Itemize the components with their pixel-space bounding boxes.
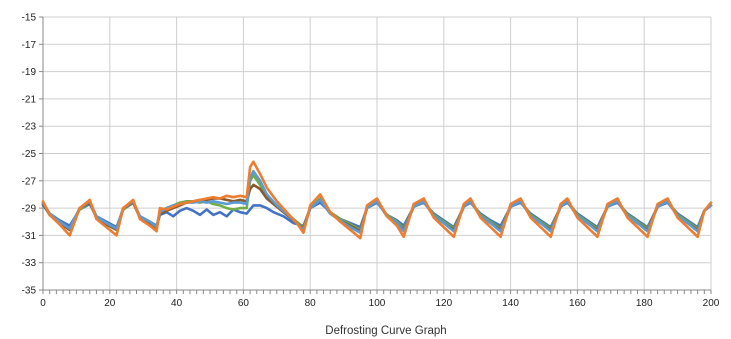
y-tick-label: -17 [22,40,37,51]
x-tick-label: 40 [171,298,183,309]
x-tick-label: 120 [435,298,452,309]
y-tick-label: -29 [22,204,37,215]
axis-layer [39,16,712,294]
y-tick-label: -23 [22,122,37,133]
label-layer: -15 -17 -19 -21 -23 -25 -27 -29 -31 -33 -350 20 40 60… [22,13,720,310]
x-tick-label: 80 [305,298,317,309]
chart-caption: Defrosting Curve Graph [325,325,446,337]
x-tick-label: 100 [369,298,386,309]
grid-layer [42,16,712,291]
series-layer [41,160,713,240]
y-tick-label: -35 [22,286,37,297]
y-tick-label: -19 [22,67,37,78]
y-tick-label: -27 [22,176,37,187]
series-line-5 [41,160,713,240]
x-tick-label: 0 [40,298,46,309]
x-tick-label: 200 [703,298,720,309]
y-tick-label: -31 [22,231,37,242]
y-tick-label: -21 [22,94,37,105]
x-tick-label: 160 [569,298,586,309]
x-tick-label: 140 [502,298,519,309]
y-tick-label: -25 [22,149,37,160]
x-tick-label: 20 [104,298,116,309]
x-tick-label: 180 [636,298,653,309]
y-tick-label: -15 [22,13,37,24]
x-tick-label: 60 [238,298,250,309]
y-tick-label: -33 [22,258,37,269]
